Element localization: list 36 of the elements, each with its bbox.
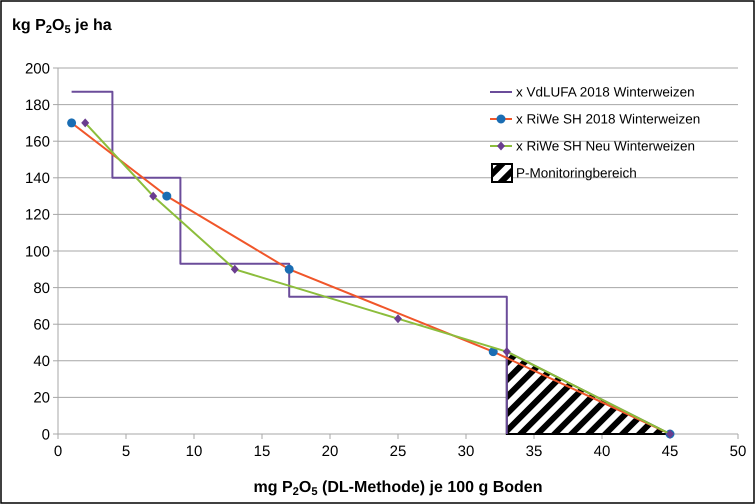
point [502,347,511,356]
legend-label: x VdLUFA 2018 Winterweizen [516,84,695,100]
x-tick-label: 30 [458,443,474,460]
y-tick-label: 200 [24,60,50,78]
point [284,264,294,274]
x-tick-label: 20 [322,443,338,460]
legend-label: x RiWe SH Neu Winterweizen [516,138,696,154]
point [67,118,76,128]
x-tick-label: 50 [730,443,746,460]
y-tick-label: 40 [33,353,50,370]
point [149,192,158,201]
x-tick-label: 15 [254,443,270,460]
y-axis-title: kg P$_{2}$O$_{5}$ je ha [12,17,112,36]
y-tick-label: 80 [33,280,50,297]
x-tick-label: 5 [122,443,130,460]
y-tick-label: 60 [33,316,50,334]
point [162,192,172,201]
x-tick-label: 25 [390,443,406,460]
y-tick-label: 100 [24,243,50,260]
y-tick-label: 0 [42,426,50,444]
y-tick-label: 180 [24,96,50,114]
point [81,118,90,128]
point [230,264,239,274]
x-tick-label: 45 [662,443,678,460]
x-tick-label: 40 [594,443,610,460]
y-tick-label: 140 [24,170,50,188]
y-tick-label: 160 [24,133,50,150]
legend-label: x RiWe SH 2018 Winterweizen [516,112,700,127]
legend-label: P-Monitoringbereich [516,166,637,181]
x-tick-label: 35 [526,443,542,460]
y-tick-label: 20 [33,390,50,407]
x-tick-label: 0 [54,443,62,460]
x-axis-title: mg P$_{2}$O$_{5}$ (DL-Methode) je 100 g Boden [254,479,542,498]
y-tick-label: 120 [24,206,50,224]
point [394,314,402,324]
x-tick-label: 10 [186,443,202,460]
